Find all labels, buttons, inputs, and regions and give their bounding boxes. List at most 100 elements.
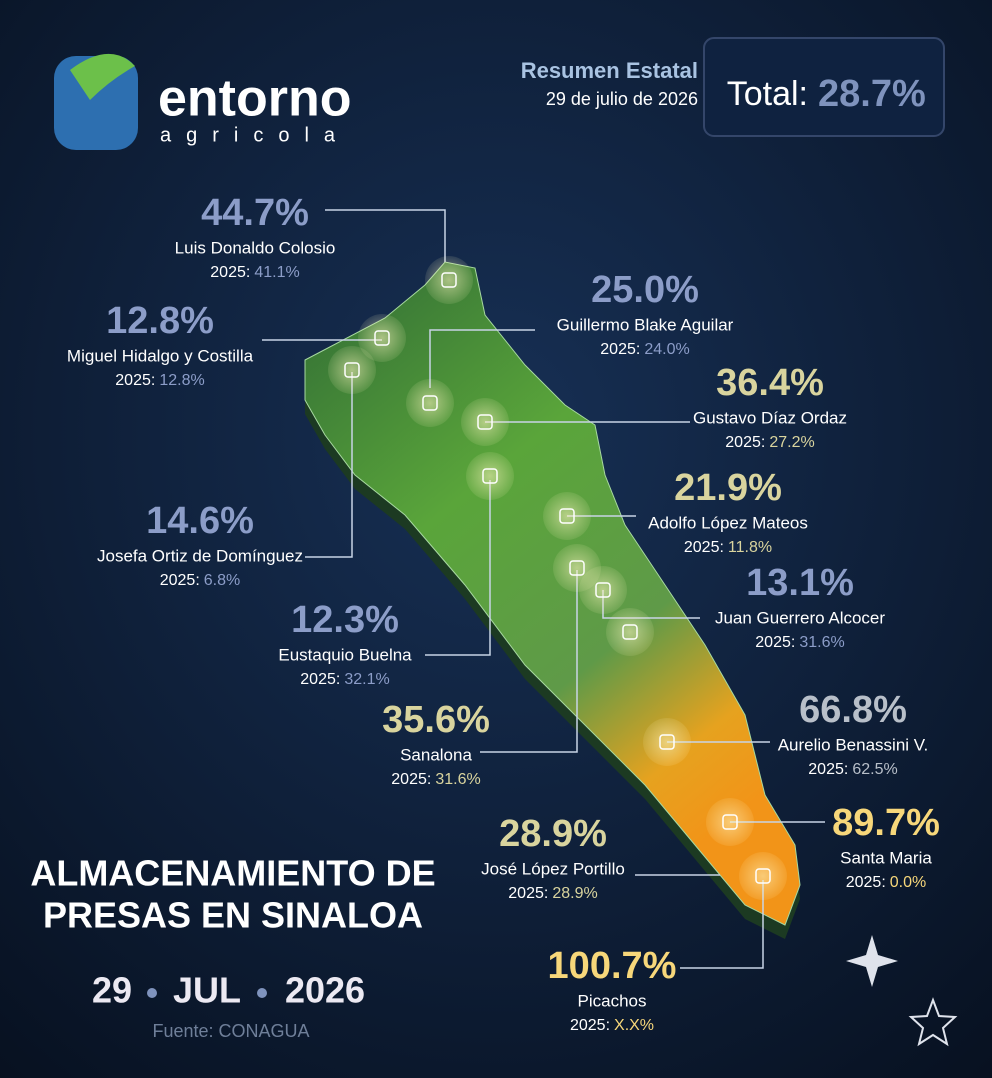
- dam: 36.4% Gustavo Díaz Ordaz 2025: 27.2%: [461, 362, 847, 451]
- dam-name: Picachos: [578, 991, 647, 1010]
- dam-value: 44.7%: [201, 192, 309, 234]
- total-value: 28.7%: [818, 73, 926, 115]
- previous-value: 12.8%: [159, 372, 204, 389]
- dam-marker: [755, 868, 771, 884]
- dam-name: Eustaquio Buelna: [278, 645, 412, 664]
- dam-previous: 2025: 28.9%: [508, 885, 597, 902]
- dam-marker: [595, 582, 611, 598]
- dam-value: 35.6%: [382, 699, 490, 741]
- dam-name: Aurelio Benassini V.: [778, 735, 929, 754]
- dam-marker: [622, 624, 638, 640]
- dam-glow: [406, 379, 454, 427]
- dam-value: 12.3%: [291, 599, 399, 641]
- leader-line: [429, 329, 535, 388]
- previous-label: 2025:: [846, 874, 886, 891]
- dam-marker: [559, 508, 575, 524]
- dam: 35.6% Sanalona 2025: 31.6%: [382, 544, 601, 788]
- dam: 12.3% Eustaquio Buelna 2025: 32.1%: [278, 452, 514, 688]
- dam: 44.7% Luis Donaldo Colosio 2025: 41.1%: [175, 192, 473, 304]
- bullet: [257, 988, 267, 998]
- previous-label: 2025:: [508, 885, 548, 902]
- total-box: [703, 37, 945, 137]
- dam-previous: 2025: 32.1%: [300, 671, 389, 688]
- previous-label: 2025:: [115, 372, 155, 389]
- previous-value: 24.0%: [644, 341, 689, 358]
- dam-previous: 2025: 6.8%: [160, 572, 241, 589]
- dam-value: 13.1%: [746, 562, 854, 604]
- dam-marker: [422, 395, 438, 411]
- previous-value: 41.1%: [254, 264, 299, 281]
- dam: 66.8% Aurelio Benassini V. 2025: 62.5%: [643, 689, 928, 778]
- leader-line: [325, 209, 446, 262]
- dam: 25.0% Guillermo Blake Aguilar 2025: 24.0%: [406, 269, 734, 427]
- dam-value: 25.0%: [591, 269, 699, 311]
- previous-label: 2025:: [755, 634, 795, 651]
- previous-label: 2025:: [725, 434, 765, 451]
- dam-value: 100.7%: [548, 945, 677, 987]
- previous-label: 2025:: [391, 771, 431, 788]
- dam: 89.7% Santa Maria 2025: 0.0%: [706, 798, 940, 891]
- dam-value: 12.8%: [106, 300, 214, 342]
- date-day: 29: [92, 970, 132, 1011]
- dam-previous: 2025: 27.2%: [725, 434, 814, 451]
- date-month: JUL: [173, 970, 241, 1011]
- previous-value: 11.8%: [728, 539, 772, 556]
- logo-leaf: [70, 53, 135, 100]
- dam-previous: 2025: 31.6%: [391, 771, 480, 788]
- dam: 13.1% Juan Guerrero Alcocer 2025: 31.6%: [579, 562, 885, 651]
- logo: entorno agricola: [54, 53, 352, 150]
- brand-sub: agricola: [160, 124, 350, 146]
- summary-date: 29 de julio de 2026: [546, 89, 698, 109]
- leader-line: [425, 480, 491, 656]
- dam-name: Luis Donaldo Colosio: [175, 238, 336, 257]
- dam-name: Miguel Hidalgo y Costilla: [67, 346, 254, 365]
- previous-label: 2025:: [160, 572, 200, 589]
- dam-previous: 2025: X.X%: [570, 1017, 654, 1034]
- dam-glow: [739, 852, 787, 900]
- dam-glow: [553, 544, 601, 592]
- dam-glow: [328, 346, 376, 394]
- dam-glow: [461, 398, 509, 446]
- dam-glow: [358, 314, 406, 362]
- dam-previous: 2025: 12.8%: [115, 372, 204, 389]
- dam-glow: [643, 718, 691, 766]
- logo-mark: [54, 56, 138, 150]
- dam-name: Santa Maria: [840, 848, 932, 867]
- previous-label: 2025:: [684, 539, 724, 556]
- dam-value: 36.4%: [716, 362, 824, 404]
- dam-marker: [722, 814, 738, 830]
- dam: 21.9% Adolfo López Mateos 2025: 11.8%: [543, 467, 808, 556]
- previous-label: 2025:: [570, 1017, 610, 1034]
- previous-value: 28.9%: [552, 885, 597, 902]
- dam-glow: [706, 798, 754, 846]
- dam-name: Gustavo Díaz Ordaz: [693, 408, 847, 427]
- star: [908, 997, 958, 1047]
- previous-label: 2025:: [210, 264, 250, 281]
- bullet: [147, 988, 157, 998]
- dam-previous: 2025: 0.0%: [846, 874, 927, 891]
- dam-value: 14.6%: [146, 500, 254, 542]
- dam-previous: 2025: 62.5%: [808, 761, 897, 778]
- dam-name: Sanalona: [400, 745, 472, 764]
- previous-value: 32.1%: [344, 671, 389, 688]
- dam-previous: 2025: 11.8%: [684, 539, 772, 556]
- previous-value: 31.6%: [799, 634, 844, 651]
- dam: 100.7% Picachos 2025: X.X%: [548, 852, 787, 1034]
- summary-title: Resumen Estatal: [521, 58, 698, 83]
- dam-previous: 2025: 24.0%: [600, 341, 689, 358]
- previous-label: 2025:: [808, 761, 848, 778]
- dam-marker: [659, 734, 675, 750]
- date-year: 2026: [285, 970, 365, 1011]
- brand: entorno: [158, 70, 352, 128]
- dam-value: 66.8%: [799, 689, 907, 731]
- dam-glow: [466, 452, 514, 500]
- dam-glow: [425, 256, 473, 304]
- dam-name: Guillermo Blake Aguilar: [557, 315, 734, 334]
- dam-glow: [606, 608, 654, 656]
- previous-label: 2025:: [300, 671, 340, 688]
- dam-name: Adolfo López Mateos: [648, 513, 808, 532]
- title-line: ALMACENAMIENTO DE: [30, 853, 435, 894]
- dam-previous: 2025: 41.1%: [210, 264, 299, 281]
